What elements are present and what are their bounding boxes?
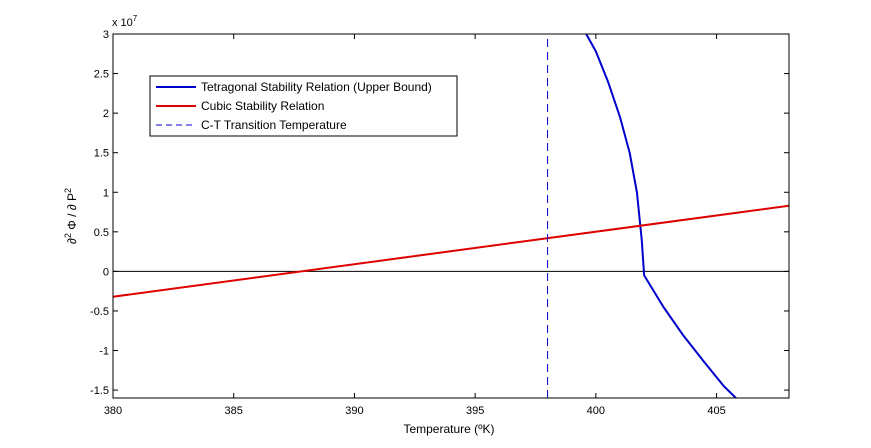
axes-frame xyxy=(112,33,790,399)
legend-label-cubic: Cubic Stability Relation xyxy=(201,99,324,113)
axes-layer xyxy=(112,33,790,399)
y-axis-label-sup-b: 2 xyxy=(63,188,73,193)
legend-box xyxy=(149,75,458,137)
cubic-series-line xyxy=(113,204,789,298)
x-tick-label: 380 xyxy=(104,405,122,417)
y-tick-layer: -1.5 -1 -0.5 0 0.5 1 1.5 2 2.5 3 xyxy=(90,29,789,397)
y-tick-label: -1.5 xyxy=(90,385,109,397)
y-tick-label: 0.5 xyxy=(94,227,109,239)
y-tick-label: 1 xyxy=(103,187,109,199)
x-tick-label: 400 xyxy=(587,405,605,417)
y-axis-multiplier-exponent: 7 xyxy=(133,14,138,23)
x-tick-label: 385 xyxy=(225,405,243,417)
legend-item-cubic: Cubic Stability Relation xyxy=(156,99,324,113)
y-axis-label: ∂2 Φ / ∂ P2 xyxy=(63,188,79,244)
tetragonal-series-line xyxy=(585,34,737,398)
y-tick-label: 2 xyxy=(103,108,109,120)
x-tick-label: 390 xyxy=(345,405,363,417)
series-layer xyxy=(113,34,789,398)
legend-item-tetragonal: Tetragonal Stability Relation (Upper Bou… xyxy=(156,80,432,94)
y-axis-label-part-b: Φ / ∂ P xyxy=(65,193,79,233)
y-axis-multiplier: x 107 xyxy=(112,14,138,29)
y-tick-label: 3 xyxy=(103,29,109,41)
legend-item-transition: C-T Transition Temperature xyxy=(156,118,347,132)
y-tick-label: -1 xyxy=(99,346,109,358)
legend-label-transition: C-T Transition Temperature xyxy=(201,118,347,132)
y-axis-multiplier-base: x 10 xyxy=(112,17,133,29)
y-axis-label-sup-a: 2 xyxy=(63,233,73,238)
y-tick-label: 1.5 xyxy=(94,148,109,160)
legend-label-tetragonal: Tetragonal Stability Relation (Upper Bou… xyxy=(201,80,432,94)
x-tick-layer: 380 385 390 395 400 405 xyxy=(104,34,726,417)
y-axis-label-part-a: ∂ xyxy=(65,238,79,244)
y-tick-label: -0.5 xyxy=(90,306,109,318)
x-tick-label: 395 xyxy=(466,405,484,417)
x-tick-label: 405 xyxy=(707,405,725,417)
x-axis-label: Temperature (ºK) xyxy=(403,422,494,436)
y-tick-label: 2.5 xyxy=(94,69,109,81)
legend: Tetragonal Stability Relation (Upper Bou… xyxy=(149,75,458,137)
y-tick-label: 0 xyxy=(103,266,109,278)
